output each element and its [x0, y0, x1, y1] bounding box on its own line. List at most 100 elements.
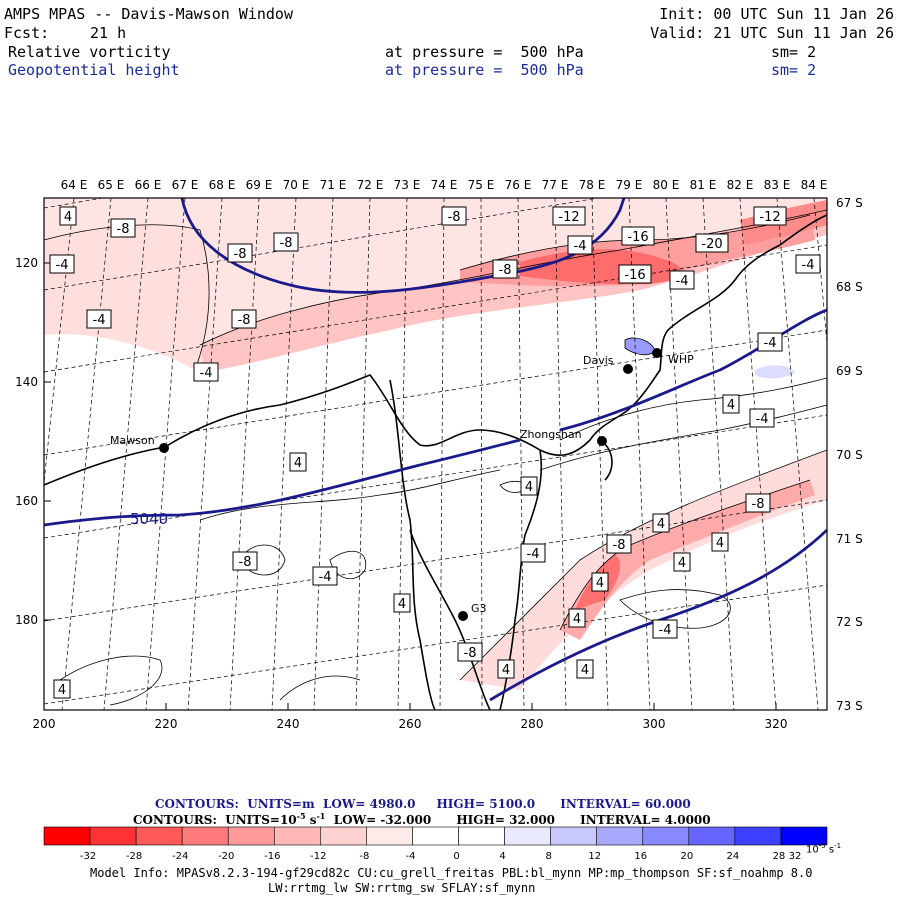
longitude-label: 64 E: [61, 178, 88, 192]
colorbar-swatch: [550, 826, 598, 846]
colorbar-unit: 10-5 s-1: [806, 842, 841, 855]
vorticity-label: -16: [621, 226, 655, 246]
vorticity-label: -4: [86, 309, 112, 329]
vorticity-label-text: 4: [525, 480, 533, 495]
vorticity-label: -4: [520, 543, 546, 563]
vorticity-label-text: -4: [659, 623, 672, 638]
colorbar-label: 0: [453, 851, 459, 862]
vorticity-label-box: [393, 593, 411, 613]
vorticity-label: -4: [312, 566, 338, 586]
vorticity-label-box: [673, 552, 691, 572]
colorbar-label: 24: [727, 851, 740, 862]
vorticity-label: -8: [441, 206, 467, 226]
vorticity-label: -4: [795, 254, 821, 274]
vorticity-label-box: [232, 551, 258, 571]
vorticity-label-text: -8: [117, 222, 130, 237]
field2-smoothing: sm= 2: [771, 61, 817, 79]
vorticity-label-box: [289, 452, 307, 472]
vorticity-label-box: [722, 394, 740, 414]
colorbar-swatch: [135, 826, 183, 846]
colorbar-swatch: [642, 826, 690, 846]
vorticity-label-text: 4: [716, 536, 724, 551]
latitude-label: 73 S: [836, 699, 863, 713]
vorticity-label-text: -16: [624, 268, 645, 283]
field1-smoothing: sm= 2: [771, 43, 817, 61]
colorbar-swatch: [504, 826, 551, 846]
x-axis-ticks: 200 220 240 260 280 300 320: [33, 703, 788, 731]
x-tick-label: 320: [765, 717, 788, 731]
vorticity-label-text: -8: [238, 313, 251, 328]
vorticity-label-box: [86, 309, 112, 329]
vorticity-contour-high: 32.000: [509, 813, 556, 827]
vorticity-contour-high-label: HIGH=: [456, 813, 505, 827]
height-contour-high-label: HIGH=: [436, 797, 486, 811]
colorbar-label: -32: [80, 851, 96, 862]
y-tick-label: 160: [15, 494, 38, 508]
station-label: Davis: [583, 354, 614, 367]
longitude-label: 73 E: [394, 178, 421, 192]
height-value-label: 5040: [130, 510, 168, 528]
vorticity-label-box: [312, 566, 338, 586]
vorticity-label: -20: [695, 233, 729, 253]
plot-frame: [43, 197, 828, 711]
vorticity-label: 4: [568, 608, 586, 628]
station-label: WHP: [668, 353, 694, 366]
longitude-label: 80 E: [653, 178, 680, 192]
colorbar-label: 20: [680, 851, 693, 862]
vorticity-label: -8: [745, 493, 771, 513]
vorticity-label-text: -20: [701, 237, 722, 252]
vorticity-label-text: -8: [239, 555, 252, 570]
colorbar: -32 -28 -24 -20 -16 -12 -8 -4 0 4 8 12 16 20 24 28 32: [43, 826, 828, 862]
longitude-label: 78 E: [579, 178, 606, 192]
longitude-label: 79 E: [616, 178, 643, 192]
vorticity-label: 4: [289, 452, 307, 472]
vorticity-label-text: 4: [727, 398, 735, 413]
vorticity-label-box: [652, 513, 670, 533]
vorticity-label: -4: [669, 270, 695, 290]
vorticity-shading-positive: [625, 338, 655, 355]
colorbar-label: -8: [359, 851, 369, 862]
vorticity-label-text: -8: [280, 236, 293, 251]
latitude-label: 69 S: [836, 364, 863, 378]
colorbar-label: 16: [634, 851, 647, 862]
longitude-label: 65 E: [98, 178, 125, 192]
colorbar-label: -28: [126, 851, 142, 862]
colorbar-swatch: [320, 826, 367, 846]
colorbar-label: -12: [310, 851, 326, 862]
vorticity-label-text: 4: [294, 456, 302, 471]
colorbar-swatch: [89, 826, 137, 846]
longitude-label: 72 E: [357, 178, 384, 192]
colorbar-label: 12: [588, 851, 601, 862]
vorticity-label-text: 4: [58, 683, 66, 698]
height-contour-info: CONTOURS: UNITS=m LOW= 4980.0 HIGH= 5100…: [155, 797, 691, 811]
colorbar-swatch: [734, 826, 782, 846]
colorbar-unit-exp: -5: [818, 842, 826, 850]
colorbar-label: 28: [773, 851, 786, 862]
vorticity-contour-interval-label: INTERVAL=: [580, 813, 661, 827]
vorticity-label: 4: [652, 513, 670, 533]
longitude-label: 82 E: [727, 178, 754, 192]
vorticity-label: -8: [457, 642, 483, 662]
vorticity-label: -8: [231, 309, 257, 329]
vorticity-label-text: 4: [64, 210, 72, 225]
vorticity-label: -8: [227, 243, 253, 263]
vorticity-unit-s-exp: -1: [316, 811, 326, 821]
longitude-label: 70 E: [283, 178, 310, 192]
vorticity-label-text: 4: [657, 517, 665, 532]
vorticity-label: -4: [193, 362, 219, 382]
vorticity-label-box: [492, 259, 518, 279]
vorticity-contour-interval: 4.0000: [664, 813, 711, 827]
vorticity-label-text: -8: [499, 263, 512, 278]
colorbar-label: -24: [172, 851, 188, 862]
station-markers: [159, 348, 662, 621]
longitude-label: 71 E: [320, 178, 347, 192]
vorticity-label-text: 4: [573, 612, 581, 627]
vorticity-label-box: [652, 619, 678, 639]
vorticity-label-text: -4: [802, 258, 815, 273]
vorticity-label: -8: [492, 259, 518, 279]
vorticity-label-text: 4: [398, 597, 406, 612]
height-contour-low: 4980.0: [369, 797, 416, 811]
vorticity-label: 4: [520, 476, 538, 496]
y-tick-label: 140: [15, 375, 38, 389]
colorbar-label: -16: [264, 851, 280, 862]
